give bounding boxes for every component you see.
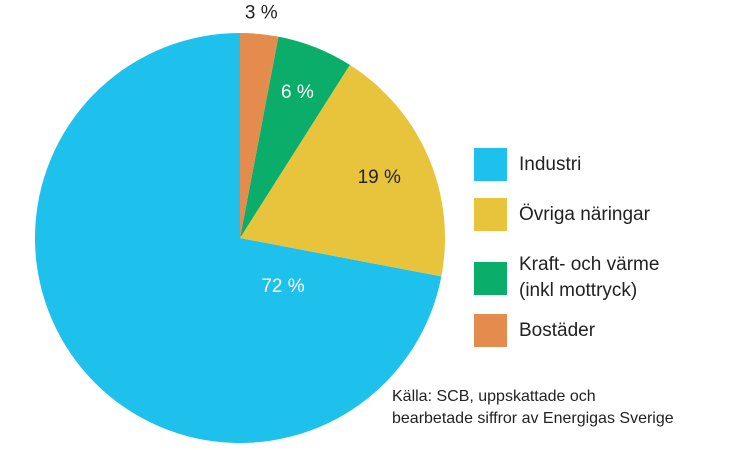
legend-label: Industri bbox=[519, 153, 582, 175]
legend-label: Bostäder bbox=[519, 319, 596, 341]
legend-item: Övriga näringar bbox=[474, 198, 650, 231]
slice-value-label: 19 % bbox=[358, 167, 401, 188]
pie-slice bbox=[240, 64, 445, 277]
source-note: Källa: SCB, uppskattade och bearbetade s… bbox=[392, 388, 674, 427]
pie-slice bbox=[240, 36, 350, 238]
slice-value-label: 3 % bbox=[245, 3, 278, 24]
legend-item: Bostäder bbox=[474, 314, 595, 347]
pie-slice bbox=[34, 33, 442, 443]
legend-swatch bbox=[474, 148, 507, 181]
legend-item: Industri bbox=[474, 148, 581, 181]
legend-swatch bbox=[474, 198, 507, 231]
legend-swatch bbox=[474, 261, 507, 295]
legend-item: Kraft- och värme (inkl mottryck) bbox=[474, 252, 659, 304]
pie-slice bbox=[240, 33, 279, 238]
legend-label: Kraft- och värme (inkl mottryck) bbox=[519, 254, 660, 301]
slice-value-label: 72 % bbox=[261, 276, 304, 297]
legend-label: Övriga näringar bbox=[519, 203, 650, 225]
legend-swatch bbox=[474, 314, 507, 347]
slice-value-label: 6 % bbox=[281, 82, 314, 103]
